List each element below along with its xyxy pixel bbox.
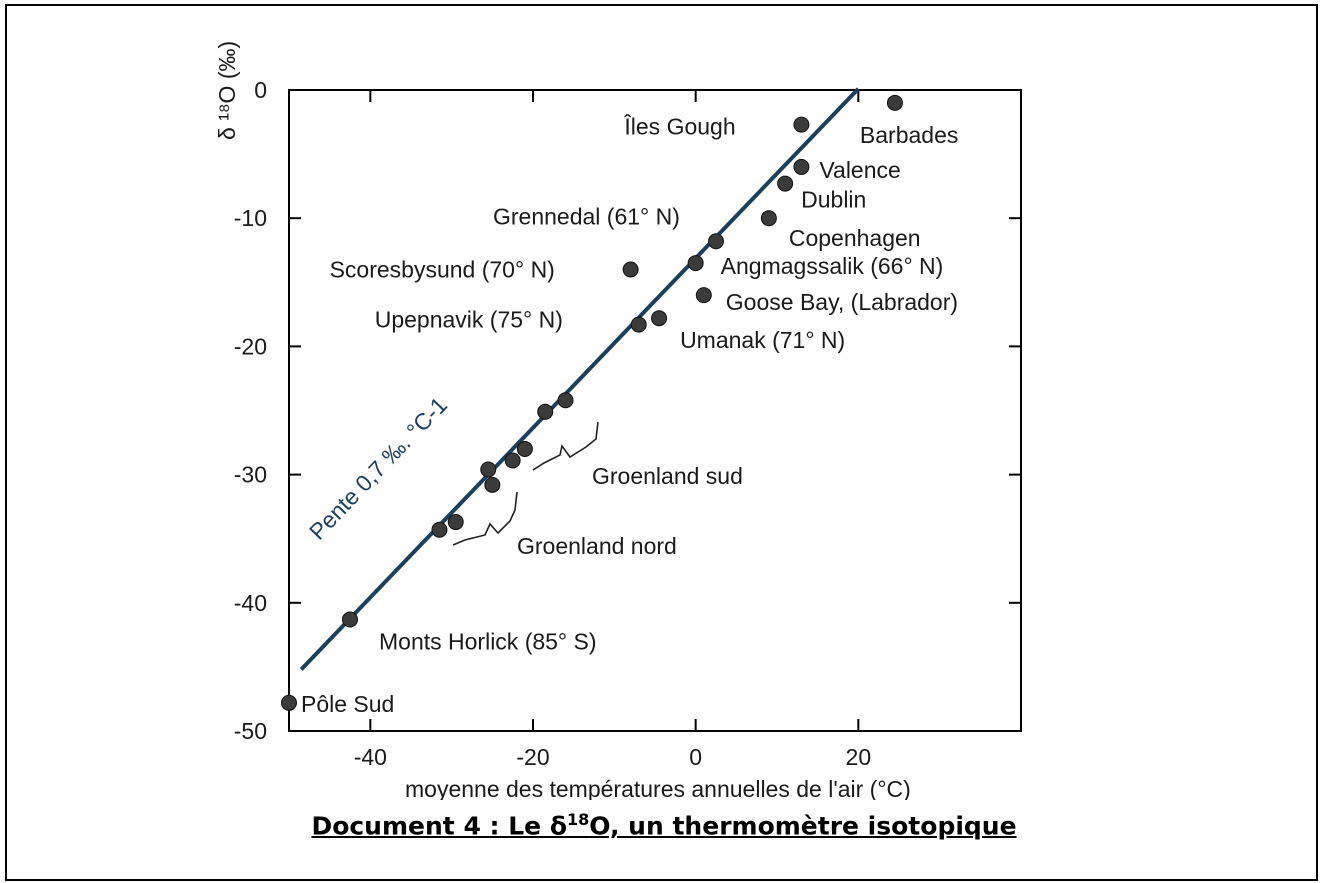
y-tick-label: 0: [254, 77, 267, 103]
tick-labels: -40 -20 0 20 0 -10 -20 -30 -40 -50: [234, 77, 871, 770]
data-point: [708, 233, 724, 250]
data-point: [480, 461, 497, 478]
data-point: [886, 94, 903, 111]
trend-label: Pente 0,7 ‰. °C-1: [304, 392, 452, 545]
data-point: [793, 158, 810, 175]
data-points: [281, 94, 903, 711]
data-point: [760, 210, 777, 227]
data-point: [695, 287, 712, 304]
data-point: [557, 392, 574, 409]
caption-prefix: Document 4 : Le δ: [311, 811, 568, 841]
caption-suffix: O, un thermomètre isotopique: [589, 811, 1017, 841]
axis-ticks: [289, 89, 1021, 732]
point-label: Copenhagen: [789, 225, 921, 251]
data-point: [793, 116, 810, 133]
caption-superscript: 18: [567, 810, 590, 829]
point-label: Angmagssalik (66° N): [721, 253, 944, 279]
data-point: [281, 694, 297, 711]
data-point: [516, 440, 533, 457]
y-tick-label: -50: [234, 718, 267, 744]
document-frame: [5, 4, 1318, 881]
document-caption: Document 4 : Le δ18O, un thermomètre iso…: [0, 810, 1328, 840]
bracket-groenland-nord: [452, 491, 518, 546]
point-label: Umanak (71° N): [680, 327, 845, 353]
scatter-chart: -40 -20 0 20 0 -10 -20 -30 -40 -50 Pente 0,7 ‰. °…: [214, 41, 1022, 800]
x-axis-title: moyenne des températures annuelles de l'…: [405, 776, 911, 800]
point-label: Valence: [819, 157, 900, 183]
y-tick-label: -20: [234, 333, 267, 359]
group-labels: Groenland sud Groenland nord: [517, 463, 743, 559]
point-label: Îles Gough: [623, 114, 735, 140]
data-point: [342, 611, 358, 628]
data-point: [777, 175, 794, 192]
group-label: Groenland sud: [592, 463, 743, 489]
point-label: Pôle Sud: [301, 691, 394, 717]
y-tick-label: -40: [234, 590, 267, 616]
data-point: [651, 310, 668, 327]
data-point: [622, 261, 639, 278]
point-label: Barbades: [860, 122, 958, 148]
data-point: [630, 316, 647, 333]
y-tick-label: -10: [234, 205, 267, 231]
data-point: [537, 403, 554, 420]
x-tick-label: 0: [689, 744, 702, 770]
x-tick-label: -20: [516, 744, 549, 770]
y-tick-label: -30: [234, 462, 267, 488]
trend-line: [299, 87, 860, 671]
data-point: [687, 255, 704, 272]
point-label: Monts Horlick (85° S): [379, 628, 597, 654]
point-label: Dublin: [801, 187, 866, 213]
group-label: Groenland nord: [517, 533, 677, 559]
plot-area: [288, 89, 1022, 732]
y-axis-title: δ ¹⁸O (‰): [214, 41, 240, 140]
data-point: [484, 476, 501, 493]
point-label: Goose Bay, (Labrador): [726, 289, 958, 315]
point-label: Upepnavik (75° N): [375, 307, 563, 333]
x-tick-label: 20: [846, 744, 872, 770]
point-label: Grennedal (61° N): [493, 203, 680, 229]
data-point: [447, 514, 464, 531]
group-brackets: [452, 421, 599, 546]
x-tick-label: -40: [354, 744, 387, 770]
point-labels: Îles Gough Barbades Valence Dublin Copenhage…: [301, 114, 958, 717]
data-point: [504, 452, 521, 469]
bracket-groenland-sud: [532, 421, 599, 471]
data-point: [431, 521, 448, 538]
point-label: Scoresbysund (70° N): [330, 256, 555, 282]
